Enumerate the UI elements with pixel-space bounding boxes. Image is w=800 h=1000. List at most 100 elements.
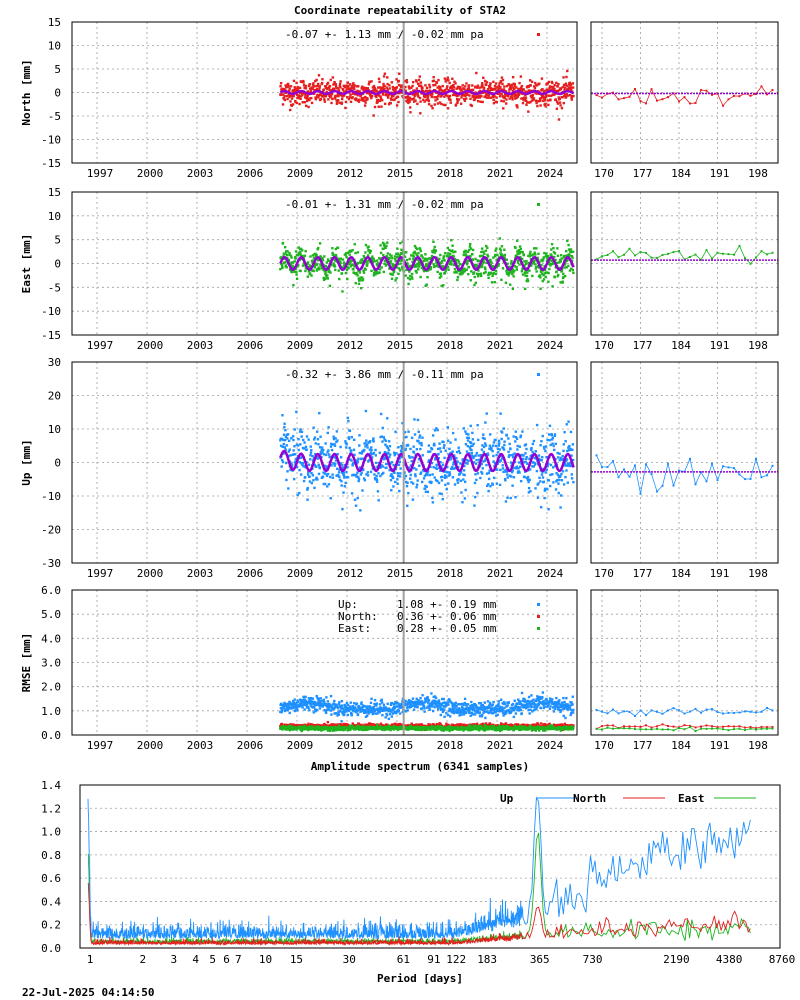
data-point: [300, 430, 304, 434]
rmse-point: [280, 710, 283, 713]
data-point: [334, 83, 337, 86]
data-point: [306, 262, 309, 266]
data-point: [394, 430, 397, 433]
rmse-point: [287, 705, 291, 708]
data-point: [477, 438, 480, 442]
rmse-point: [370, 722, 374, 726]
data-point: [382, 86, 385, 89]
data-point: [377, 77, 381, 81]
ytick-label: 6.0: [41, 584, 61, 597]
data-point: [503, 253, 507, 257]
data-point: [510, 475, 513, 478]
data-point: [479, 274, 483, 278]
data-point: [308, 83, 312, 86]
data-point: [345, 255, 348, 259]
data-point: [482, 86, 486, 89]
data-point: [517, 467, 520, 470]
data-point: [323, 277, 327, 281]
data-point: [412, 255, 416, 258]
xtick-label: 2024: [537, 739, 564, 752]
data-point: [493, 84, 497, 88]
data-point: [546, 438, 549, 442]
data-point: [533, 251, 536, 254]
data-point: [338, 93, 341, 96]
data-point: [439, 253, 442, 257]
rmse-point: [422, 705, 426, 708]
data-point: [473, 275, 476, 279]
data-point: [466, 436, 469, 439]
data-point: [562, 272, 565, 276]
data-point: [455, 271, 458, 274]
data-point: [474, 473, 477, 476]
data-point: [503, 93, 507, 96]
data-point: [382, 436, 385, 439]
rmse-point: [537, 703, 540, 706]
data-point: [435, 467, 439, 471]
panel-up-grid: [72, 361, 577, 564]
rmse-point: [330, 713, 333, 716]
data-point: [375, 259, 379, 262]
rmse-point: [426, 701, 430, 704]
data-point: [299, 91, 302, 95]
data-point: [366, 474, 370, 477]
data-point: [529, 84, 532, 87]
data-point: [355, 271, 358, 275]
rmse-point: [390, 701, 394, 705]
data-point: [501, 431, 504, 434]
data-point: [517, 93, 521, 97]
data-point: [340, 272, 344, 275]
data-point: [424, 265, 428, 268]
zoom-line: [596, 455, 773, 494]
zoom-panel-up: 170 177 184 191 198: [590, 361, 779, 580]
data-point: [472, 461, 476, 464]
data-point: [407, 101, 410, 105]
zoom-grid: [591, 361, 778, 564]
ytick-label: 5.0: [41, 608, 61, 621]
data-point: [434, 456, 437, 460]
data-point: [311, 83, 315, 86]
data-point: [546, 464, 549, 468]
data-point: [297, 246, 300, 249]
ytick-label: 15: [48, 186, 61, 199]
data-point: [408, 270, 411, 273]
data-point: [345, 252, 348, 255]
data-point: [450, 263, 453, 266]
data-point: [544, 95, 548, 99]
data-point: [503, 248, 506, 251]
data-point: [409, 473, 412, 477]
rmse-point: [293, 709, 297, 713]
xtick-label: 1997: [87, 167, 114, 180]
data-point: [515, 467, 518, 470]
rmse-point: [360, 723, 363, 727]
data-point: [289, 108, 292, 112]
data-point: [542, 273, 545, 277]
data-point: [475, 71, 478, 75]
rmse-point: [384, 709, 387, 712]
rmse-point: [368, 722, 371, 725]
data-point: [437, 456, 440, 460]
rmse-point: [280, 708, 284, 711]
data-point: [548, 94, 551, 97]
xtick-label: 2018: [437, 167, 464, 180]
data-point: [568, 81, 572, 85]
data-point: [295, 270, 298, 274]
zoom-xtick-label: 177: [633, 167, 653, 180]
ytick-label: 10: [48, 40, 61, 53]
data-point: [511, 456, 515, 459]
data-point: [304, 269, 307, 273]
data-point: [526, 279, 530, 283]
data-point: [514, 436, 518, 439]
data-point: [554, 488, 558, 491]
data-point: [542, 445, 546, 449]
data-point: [399, 472, 402, 475]
rmse-point: [334, 712, 337, 715]
data-point: [467, 265, 471, 269]
data-point: [381, 88, 384, 92]
data-point: [389, 478, 393, 482]
data-point: [339, 80, 342, 83]
data-point: [280, 263, 284, 266]
data-point: [415, 483, 419, 486]
data-point: [469, 441, 473, 444]
data-point: [383, 262, 386, 265]
data-point: [500, 437, 503, 441]
